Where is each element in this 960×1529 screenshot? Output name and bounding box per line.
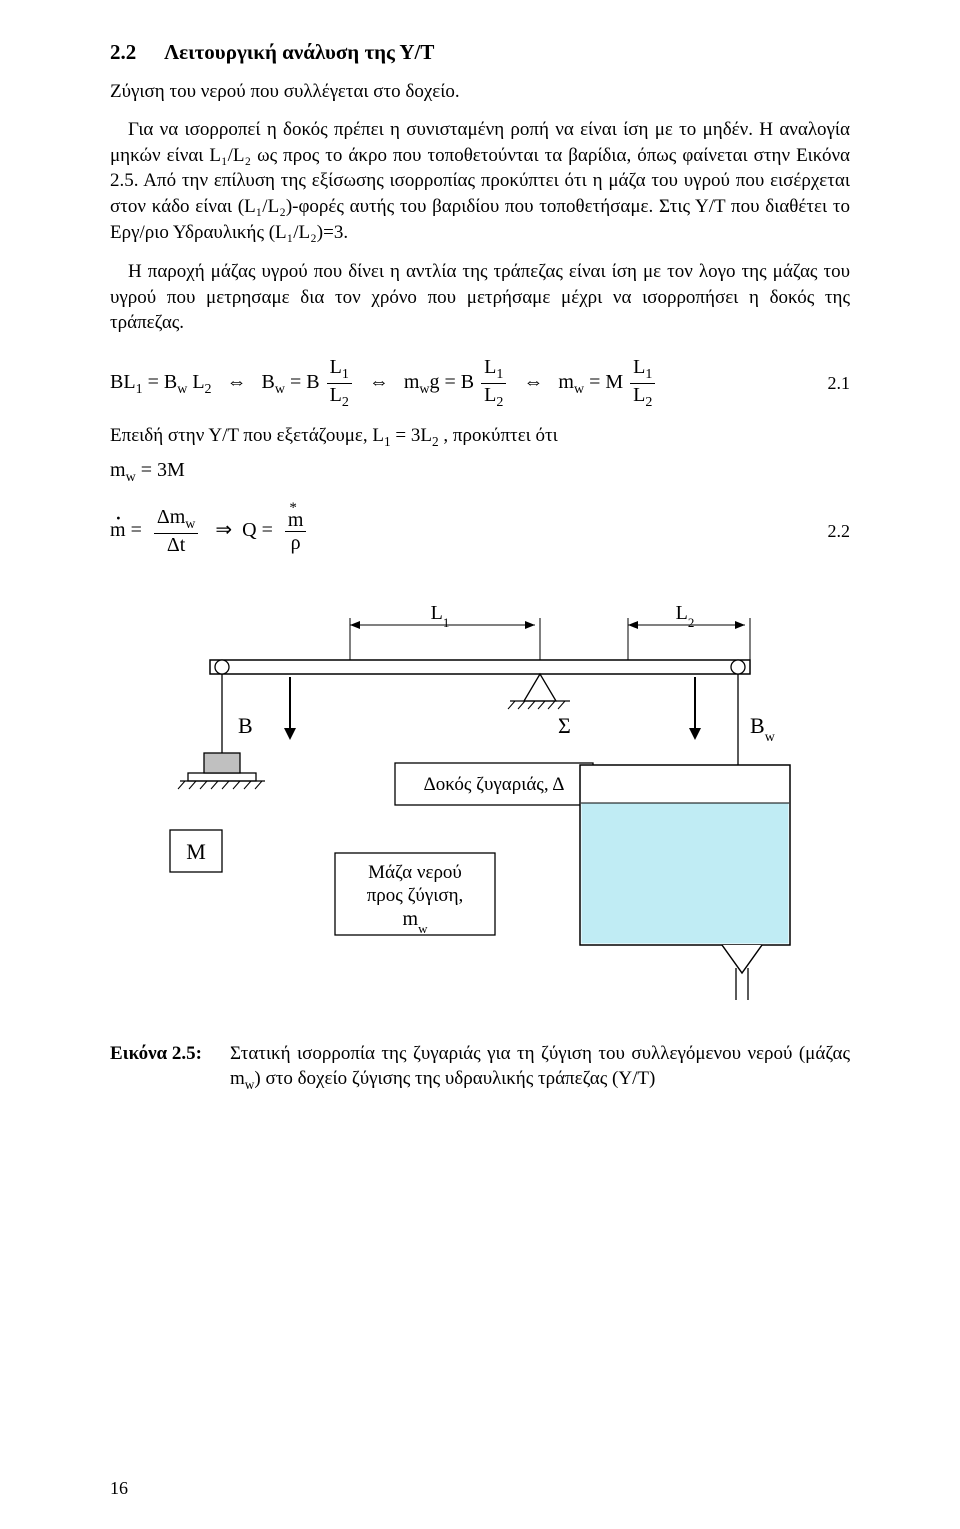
equation-1-number: 2.1 bbox=[800, 373, 850, 394]
section-title: Λειτουργική ανάλυση της Υ/Τ bbox=[164, 40, 434, 64]
equation-2-number: 2.2 bbox=[800, 521, 850, 542]
diagram-m-label: M bbox=[186, 839, 206, 864]
equation-mw-3m: mw = 3M bbox=[110, 459, 850, 486]
figure-caption-text: Στατική ισορροπία της ζυγαριάς για τη ζύ… bbox=[230, 1041, 850, 1094]
diagram-bw-label: Bw bbox=[750, 713, 776, 745]
figure-caption: Εικόνα 2.5: Στατική ισορροπία της ζυγαρι… bbox=[110, 1041, 850, 1094]
equation-1: BL1 = Bw L2 ⇔ Bw = B L1L2 ⇔ mwg = B L1L2… bbox=[110, 356, 850, 410]
equation-2: m = ΔmwΔt ⇒ Q = mρ 2.2 bbox=[110, 506, 850, 556]
balance-diagram: L1 L2 B Bw Σ bbox=[110, 585, 850, 1015]
equation-2-body: m = ΔmwΔt ⇒ Q = mρ bbox=[110, 506, 800, 556]
diagram-sigma-label: Σ bbox=[558, 713, 571, 738]
section-subtitle: Ζύγιση του νερού που συλλέγεται στο δοχε… bbox=[110, 81, 850, 103]
paragraph-1: Για να ισορροπεί η δοκός πρέπει η συνιστ… bbox=[110, 117, 850, 245]
diagram-mass-label-2: προς ζύγιση, bbox=[367, 885, 464, 906]
equation-1-body: BL1 = Bw L2 ⇔ Bw = B L1L2 ⇔ mwg = B L1L2… bbox=[110, 356, 800, 410]
eq-inter-tail: , προκύπτει ότι bbox=[443, 425, 557, 446]
diagram-mass-label-1: Μάζα νερού bbox=[368, 862, 462, 883]
diagram-beam-label: Δοκός ζυγαριάς, Δ bbox=[423, 774, 564, 795]
paragraph-2: Η παροχή μάζας υγρού που δίνει η αντλία … bbox=[110, 259, 850, 336]
diagram-b-label: B bbox=[238, 713, 253, 738]
eq-inter-prefix: Επειδή στην Υ/Τ που εξετάζουμε, bbox=[110, 425, 372, 446]
page-number: 16 bbox=[110, 1478, 128, 1499]
section-number: 2.2 bbox=[110, 40, 160, 65]
section-heading: 2.2 Λειτουργική ανάλυση της Υ/Τ bbox=[110, 40, 850, 65]
equation-inter-line: Επειδή στην Υ/Τ που εξετάζουμε, L1 = 3L2… bbox=[110, 425, 850, 450]
figure-caption-label: Εικόνα 2.5: bbox=[110, 1041, 230, 1094]
